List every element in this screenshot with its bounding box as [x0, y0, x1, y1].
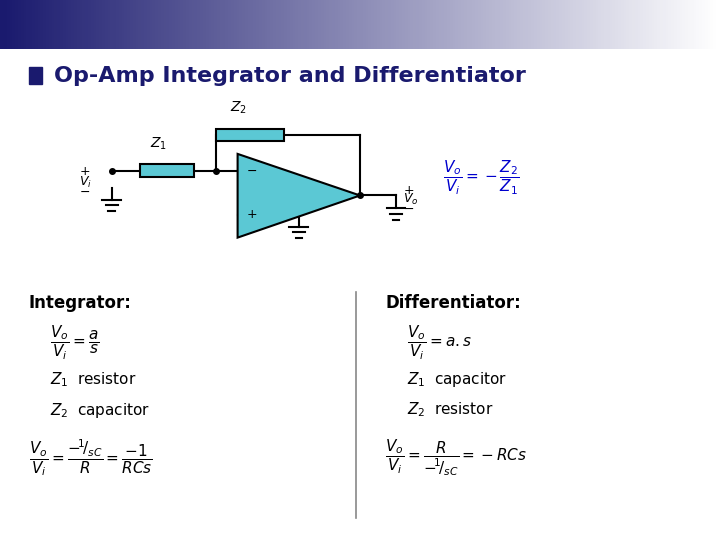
- FancyBboxPatch shape: [140, 164, 194, 177]
- Text: $Z_2\;$ capacitor: $Z_2\;$ capacitor: [50, 401, 150, 420]
- FancyBboxPatch shape: [216, 129, 284, 141]
- Text: $Z_1\;$ capacitor: $Z_1\;$ capacitor: [407, 370, 507, 389]
- Text: $-$: $-$: [403, 202, 414, 215]
- Text: $V_i$: $V_i$: [79, 174, 92, 190]
- Text: $+$: $+$: [246, 208, 258, 221]
- Text: Op-Amp Integrator and Differentiator: Op-Amp Integrator and Differentiator: [54, 65, 526, 86]
- Text: Differentiator:: Differentiator:: [385, 294, 521, 312]
- Text: $\dfrac{V_o}{V_i} = \dfrac{a}{s}$: $\dfrac{V_o}{V_i} = \dfrac{a}{s}$: [50, 324, 100, 362]
- Text: $Z_1\;$ resistor: $Z_1\;$ resistor: [50, 370, 137, 389]
- Text: $Z_2\;$ resistor: $Z_2\;$ resistor: [407, 401, 493, 420]
- Text: +: +: [403, 184, 414, 197]
- Text: $\dfrac{V_o}{V_i} = \dfrac{-\!{}^1\!/_{sC}}{R} = \dfrac{-1}{RCs}$: $\dfrac{V_o}{V_i} = \dfrac{-\!{}^1\!/_{s…: [29, 437, 153, 478]
- Text: $-$: $-$: [246, 164, 257, 177]
- Text: $-$: $-$: [79, 185, 90, 198]
- Bar: [29, 68, 42, 84]
- Text: $\dfrac{V_o}{V_i} = a.s$: $\dfrac{V_o}{V_i} = a.s$: [407, 324, 472, 362]
- Text: $\dfrac{V_o}{V_i} = -\dfrac{Z_2}{Z_1}$: $\dfrac{V_o}{V_i} = -\dfrac{Z_2}{Z_1}$: [443, 159, 519, 197]
- Text: $Z_2$: $Z_2$: [230, 100, 248, 116]
- Text: $\dfrac{V_o}{V_i} = \dfrac{R}{-\!{}^1\!/_{sC}} = -RCs$: $\dfrac{V_o}{V_i} = \dfrac{R}{-\!{}^1\!/…: [385, 437, 528, 478]
- Text: +: +: [79, 165, 90, 178]
- Polygon shape: [238, 154, 360, 238]
- Text: $Z_1$: $Z_1$: [150, 136, 167, 152]
- Text: Integrator:: Integrator:: [29, 294, 132, 312]
- Text: $V_o$: $V_o$: [403, 192, 419, 207]
